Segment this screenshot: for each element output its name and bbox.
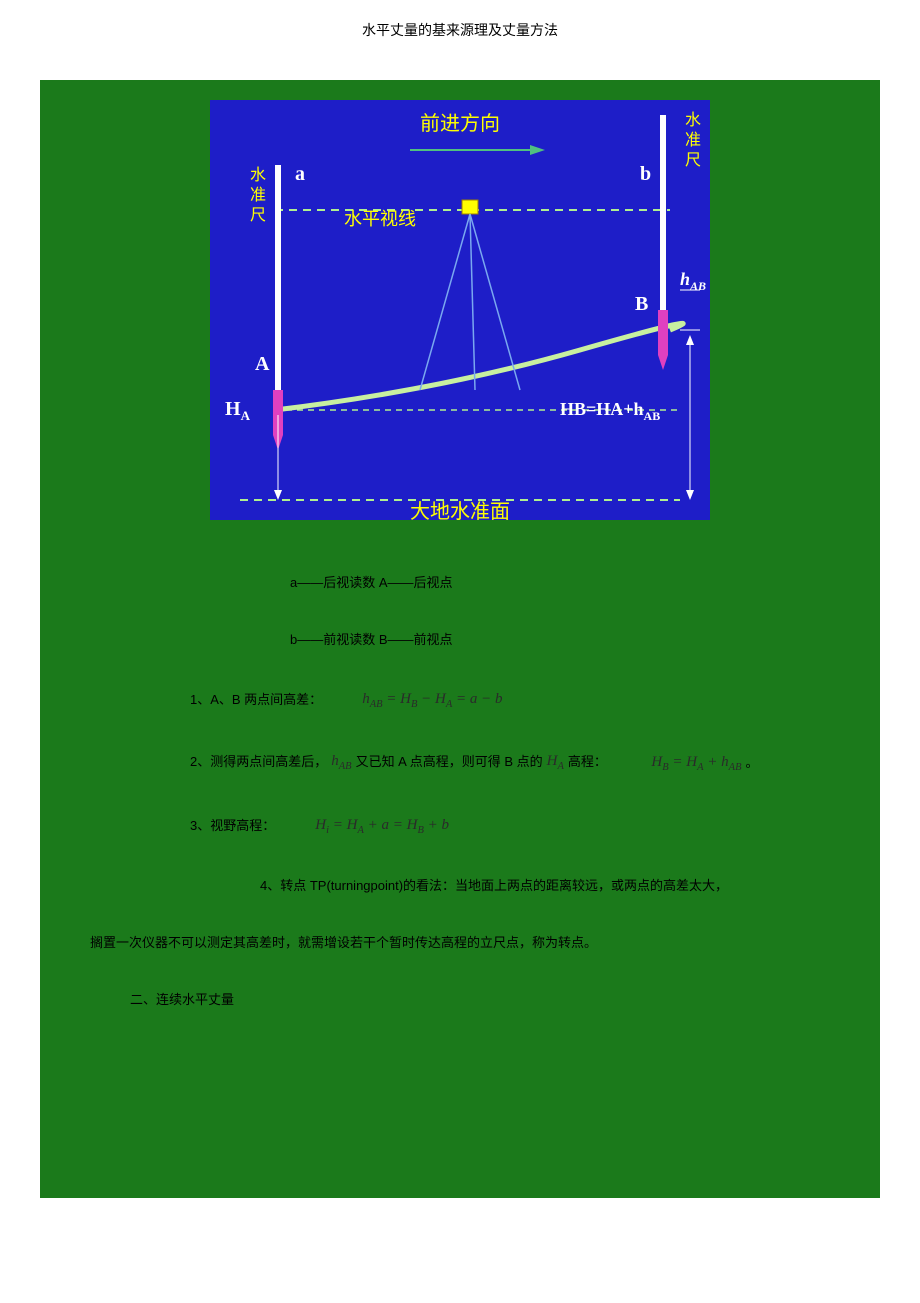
svg-text:a: a (295, 163, 305, 185)
item-2-f1: hAB (331, 749, 351, 776)
legend-b: b——前视读数 B——前视点 (50, 612, 870, 669)
diagram-svg: 前进方向水准尺水准尺大地水准面水平视线aAbBHAhABHB=HA+hAB (180, 90, 740, 530)
item-2b: HB = HA + hAB 。 (611, 732, 758, 795)
section-2-heading: 二、连续水平丈量 (50, 972, 870, 1029)
item-3-label: 3、视野高程： (190, 816, 275, 837)
item-2b-end: 。 (745, 753, 758, 774)
svg-text:准: 准 (685, 131, 701, 149)
item-2b-formula: HB = HA + hAB (651, 750, 741, 777)
svg-text:水: 水 (685, 111, 701, 129)
svg-text:尺: 尺 (685, 152, 701, 169)
item-2-mid: 又已知 A 点高程，则可得 B 点的 (356, 752, 543, 773)
item-2-end: 高程： (568, 752, 607, 773)
svg-text:准: 准 (250, 186, 266, 204)
page-title: 水平丈量的基来源理及丈量方法 (0, 0, 920, 80)
item-2-f2: HA (547, 749, 564, 776)
svg-text:尺: 尺 (250, 207, 266, 224)
content-block: 前进方向水准尺水准尺大地水准面水平视线aAbBHAhABHB=HA+hAB a—… (40, 80, 880, 1198)
item-3: 3、视野高程： Hi = HA + a = HB + b (50, 795, 870, 858)
svg-text:B: B (635, 293, 648, 315)
item-4-line2: 搁置一次仪器不可以测定其高差时，就需增设若干个暂时传达高程的立尺点，称为转点。 (50, 915, 870, 972)
svg-text:水平视线: 水平视线 (344, 209, 416, 229)
svg-text:大地水准面: 大地水准面 (410, 500, 510, 523)
item-2: 2、测得两点间高差后， hAB 又已知 A 点高程，则可得 B 点的 HA 高程… (50, 731, 607, 794)
svg-text:前进方向: 前进方向 (420, 112, 500, 135)
item-1-formula: hAB = HB − HA = a − b (362, 687, 502, 714)
leveling-diagram: 前进方向水准尺水准尺大地水准面水平视线aAbBHAhABHB=HA+hAB (180, 90, 740, 535)
item-1-label: 1、A、B 两点间高差： (190, 690, 322, 711)
spacer (50, 1028, 870, 1188)
item-2-pre: 2、测得两点间高差后， (190, 752, 327, 773)
svg-text:水: 水 (250, 166, 266, 184)
svg-text:A: A (255, 353, 270, 375)
svg-text:b: b (640, 163, 651, 185)
legend-a: a——后视读数 A——后视点 (50, 555, 870, 612)
item-1: 1、A、B 两点间高差： hAB = HB − HA = a − b (50, 669, 870, 732)
item-4-line1: 4、转点 TP(turningpoint)的看法：当地面上两点的距离较远，或两点… (50, 858, 870, 915)
item-3-formula: Hi = HA + a = HB + b (315, 813, 449, 840)
